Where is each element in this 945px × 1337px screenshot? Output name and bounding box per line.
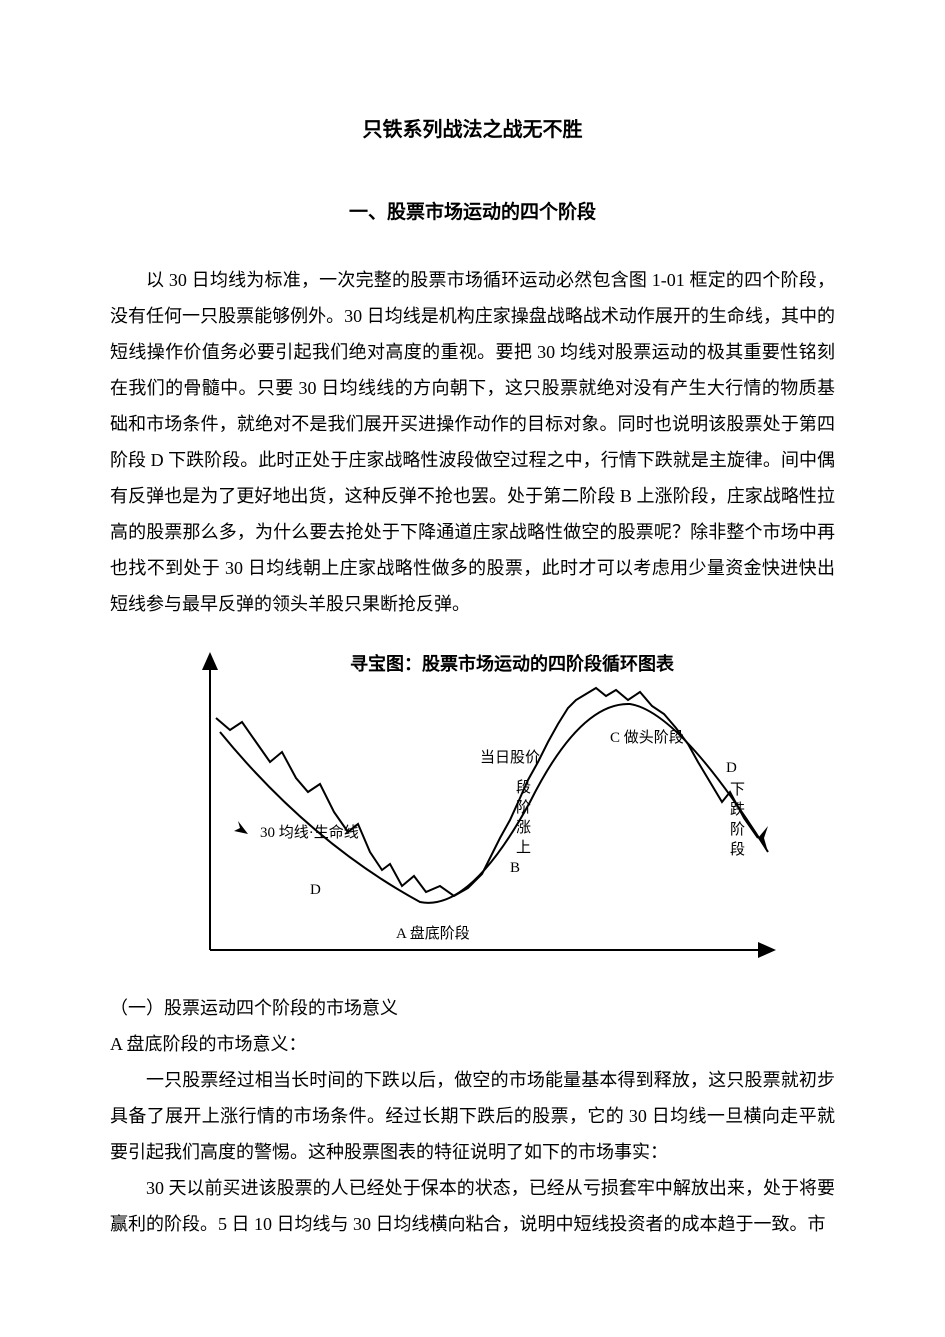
paragraph-2: 一只股票经过相当长时间的下跌以后，做空的市场能量基本得到释放，这只股票就初步具备…: [110, 1062, 835, 1170]
section-title: 一、股票市场运动的四个阶段: [110, 194, 835, 232]
label-stage-d-left: D: [310, 882, 321, 898]
label-stage-b-v1: 段: [516, 779, 531, 796]
label-stage-d-v1: 下: [730, 782, 745, 798]
label-stage-c: C 做头阶段: [610, 729, 684, 746]
label-stage-b-v4: 上: [516, 839, 531, 856]
ma30-arrow-icon: [234, 821, 248, 834]
label-stage-d-v4: 段: [730, 841, 745, 858]
y-axis-arrow-icon: [202, 652, 218, 670]
label-stage-d: D: [726, 760, 737, 776]
paragraph-1: 以 30 日均线为标准，一次完整的股票市场循环运动必然包含图 1-01 框定的四…: [110, 262, 835, 622]
label-stage-d-v3: 阶: [730, 821, 745, 838]
figure-title: 寻宝图：股票市场运动的四阶段循环图表: [350, 653, 675, 674]
label-stage-b-v2: 阶: [516, 799, 531, 816]
cycle-diagram-svg: 寻宝图：股票市场运动的四阶段循环图表 当日股价 30 均线·生命线 A 盘底阶段…: [170, 642, 790, 972]
doc-title: 只铁系列战法之战无不胜: [110, 110, 835, 150]
x-axis-arrow-icon: [758, 942, 776, 958]
label-stage-d-v2: 跌: [730, 801, 745, 818]
document-page: 只铁系列战法之战无不胜 一、股票市场运动的四个阶段 以 30 日均线为标准，一次…: [0, 0, 945, 1337]
paragraph-3: 30 天以前买进该股票的人已经处于保本的状态，已经从亏损套牢中解放出来，处于将要…: [110, 1170, 835, 1242]
label-stage-a: A 盘底阶段: [396, 924, 470, 942]
label-daily-price: 当日股价: [480, 749, 540, 766]
trend-arrow-icon: [758, 826, 768, 852]
cycle-diagram: 寻宝图：股票市场运动的四阶段循环图表 当日股价 30 均线·生命线 A 盘底阶段…: [170, 642, 790, 972]
subheading-2: A 盘底阶段的市场意义：: [110, 1026, 835, 1062]
label-stage-b: B: [510, 860, 520, 876]
label-ma30: 30 均线·生命线: [260, 823, 359, 841]
ma30-line: [220, 704, 768, 903]
daily-price-line: [216, 688, 758, 896]
subheading-1: （一）股票运动四个阶段的市场意义: [110, 990, 835, 1026]
label-stage-b-v3: 涨: [516, 819, 531, 836]
